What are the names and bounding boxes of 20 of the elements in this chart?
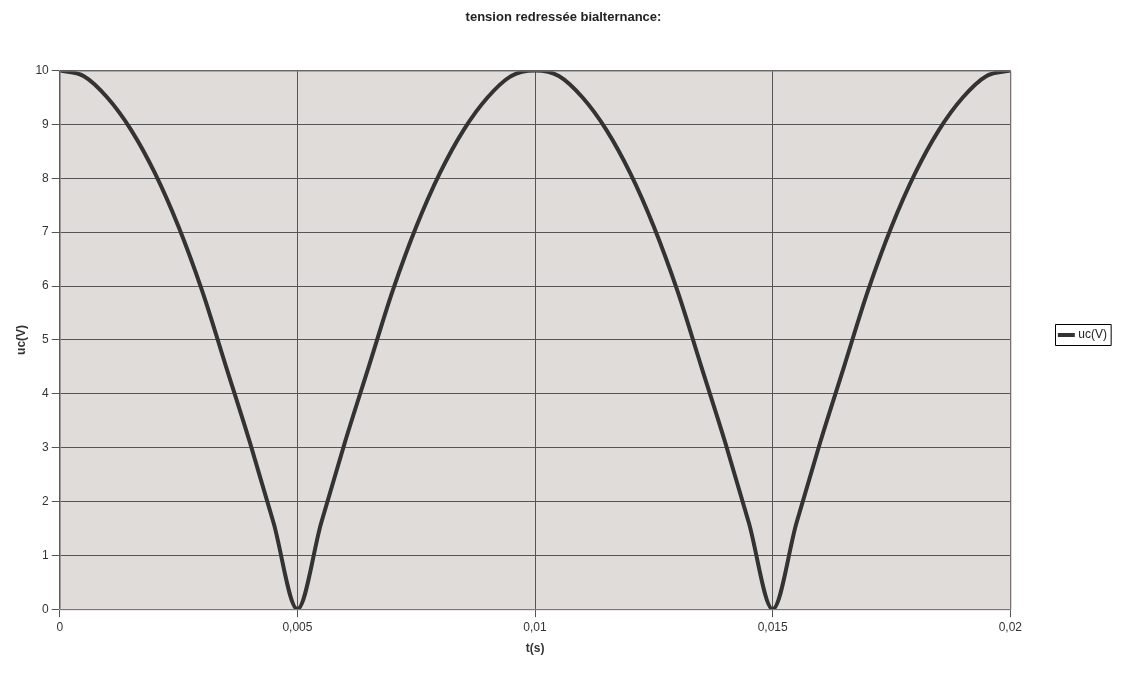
y-tick-label: 4 — [42, 386, 50, 401]
x-tick-label: 0 — [56, 619, 64, 634]
x-tick-label: 0,01 — [523, 619, 548, 634]
y-tick-label: 5 — [42, 332, 50, 347]
y-tick-label: 0 — [42, 601, 50, 616]
x-tick-label: 0,005 — [282, 619, 313, 634]
chart-title: tension redressée bialternance: — [465, 9, 662, 25]
legend-label: uc(V) — [1078, 327, 1107, 342]
x-tick-label: 0,02 — [998, 619, 1023, 634]
y-tick-label: 6 — [42, 278, 50, 293]
y-axis-title: uc(V) — [13, 324, 28, 355]
y-tick-label: 9 — [42, 116, 50, 131]
y-tick-label: 1 — [42, 547, 50, 562]
y-tick-label: 3 — [42, 439, 50, 454]
y-tick-label: 8 — [42, 170, 50, 185]
y-tick-label: 2 — [42, 493, 50, 508]
y-tick-label: 7 — [42, 224, 50, 239]
y-tick-label: 10 — [35, 62, 50, 77]
x-axis-title: t(s) — [525, 641, 545, 656]
x-tick-label: 0,015 — [757, 619, 789, 634]
